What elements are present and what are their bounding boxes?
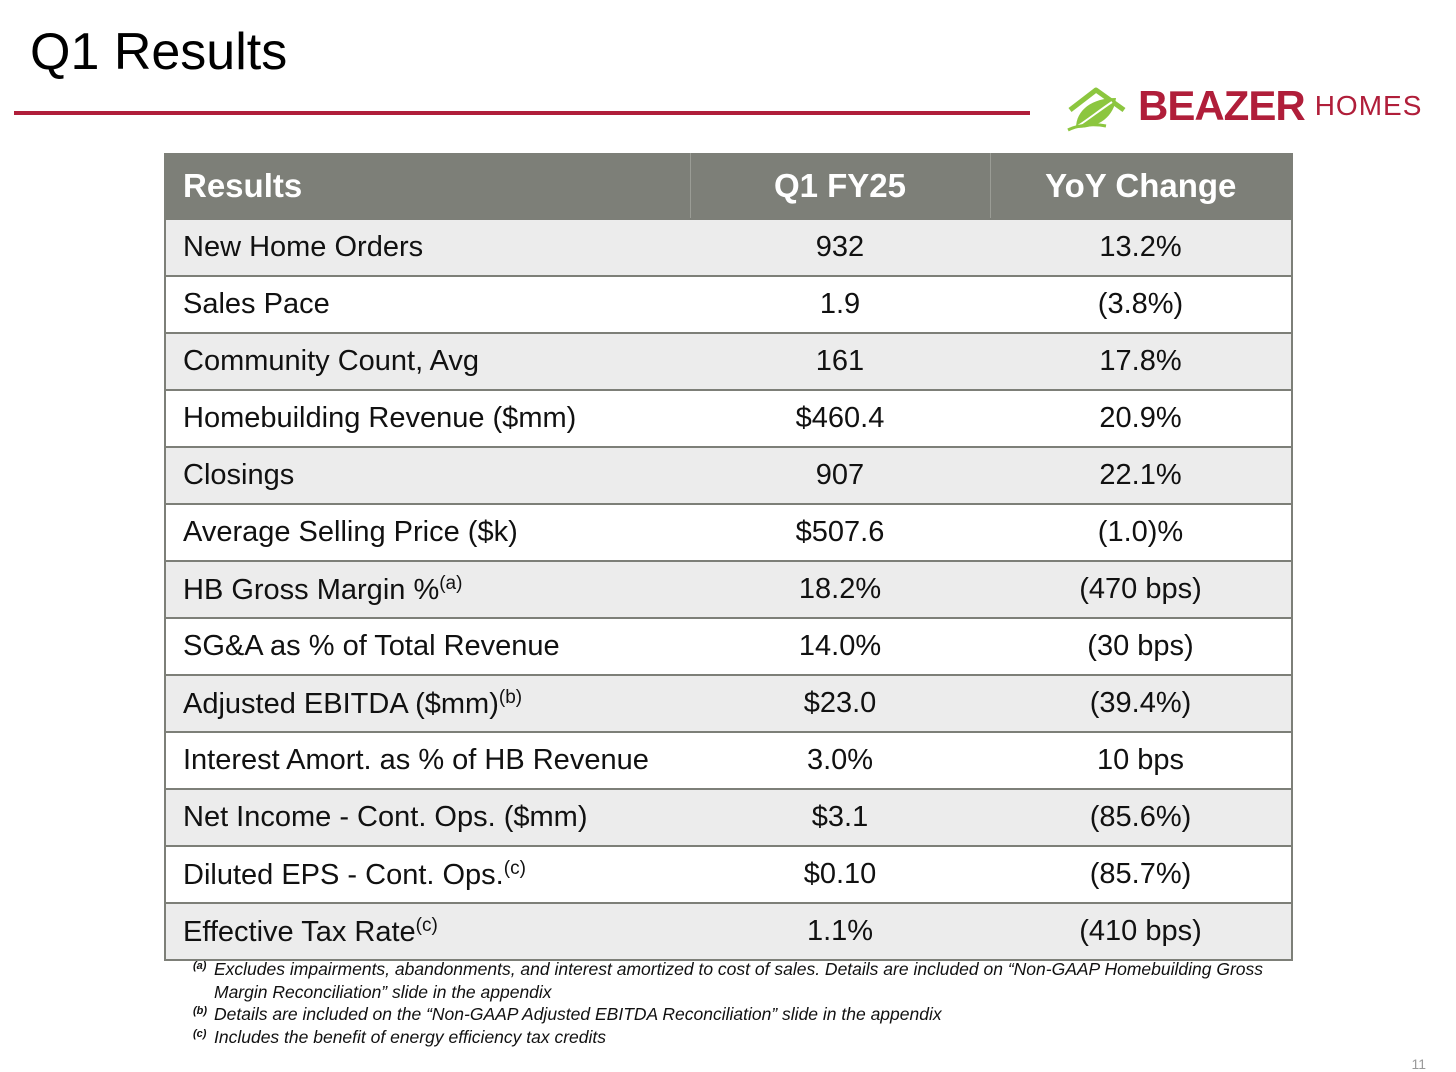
row-label-text: SG&A as % of Total Revenue — [183, 630, 560, 662]
table-row: HB Gross Margin %(a) 18.2% (470 bps) — [165, 560, 1292, 618]
yoy-change-value: 20.9% — [990, 389, 1292, 447]
footnote-reference: (b) — [498, 686, 523, 708]
row-label-text: Net Income - Cont. Ops. ($mm) — [183, 801, 588, 833]
row-label-text: Effective Tax Rate — [183, 915, 416, 948]
row-label: Homebuilding Revenue ($mm) — [165, 389, 690, 447]
yoy-change-value: (30 bps) — [990, 617, 1292, 675]
footnote-b: (b) Details are included on the “Non-GAA… — [193, 1003, 1263, 1026]
q1-fy25-value: 1.1% — [690, 902, 990, 960]
q1-fy25-value: $460.4 — [690, 389, 990, 447]
q1-fy25-value: $23.0 — [690, 674, 990, 732]
row-label: SG&A as % of Total Revenue — [165, 617, 690, 675]
row-label-text: Adjusted EBITDA ($mm) — [183, 687, 499, 720]
table-row: Effective Tax Rate(c) 1.1% (410 bps) — [165, 902, 1292, 960]
table-row: Diluted EPS - Cont. Ops.(c) $0.10 (85.7%) — [165, 845, 1292, 903]
yoy-change-value: (470 bps) — [990, 560, 1292, 618]
yoy-change-value: 10 bps — [990, 731, 1292, 789]
q1-fy25-value: 3.0% — [690, 731, 990, 789]
table-row: Homebuilding Revenue ($mm) $460.4 20.9% — [165, 389, 1292, 447]
q1-fy25-value: 907 — [690, 446, 990, 504]
q1-fy25-value: 1.9 — [690, 275, 990, 333]
yoy-change-value: (85.6%) — [990, 788, 1292, 846]
row-label: Closings — [165, 446, 690, 504]
row-label: New Home Orders — [165, 218, 690, 276]
table-header-row: Results Q1 FY25 YoY Change — [165, 153, 1293, 219]
footnote-reference: (c) — [415, 914, 438, 936]
results-table: Results Q1 FY25 YoY Change New Home Orde… — [164, 153, 1293, 961]
q1-fy25-value: 14.0% — [690, 617, 990, 675]
row-label: Interest Amort. as % of HB Revenue — [165, 731, 690, 789]
q1-fy25-value: $507.6 — [690, 503, 990, 561]
company-logo: BEAZER HOMES — [1066, 78, 1422, 134]
footnote-reference: (a) — [439, 572, 463, 594]
yoy-change-value: 13.2% — [990, 218, 1292, 276]
footnotes: (a) Excludes impairments, abandonments, … — [193, 958, 1263, 1048]
table-row: Interest Amort. as % of HB Revenue 3.0% 10… — [165, 731, 1292, 789]
page-title: Q1 Results — [30, 23, 288, 81]
footnote-mark: (b) — [193, 1005, 208, 1017]
row-label-text: Diluted EPS - Cont. Ops. — [183, 858, 504, 891]
q1-fy25-value: $3.1 — [690, 788, 990, 846]
column-header-yoy-change: YoY Change — [990, 153, 1293, 219]
row-label-text: HB Gross Margin % — [183, 573, 440, 606]
footnote-text: Excludes impairments, abandonments, and … — [214, 959, 1263, 1002]
footnote-mark: (a) — [193, 960, 207, 972]
q1-fy25-value: 18.2% — [690, 560, 990, 618]
table-row: Closings 907 22.1% — [165, 446, 1292, 504]
q1-fy25-value: 161 — [690, 332, 990, 390]
footnote-c: (c) Includes the benefit of energy effic… — [193, 1026, 1263, 1049]
row-label-text: Interest Amort. as % of HB Revenue — [183, 744, 649, 776]
table-row: Sales Pace 1.9 (3.8%) — [165, 275, 1292, 333]
table-row: SG&A as % of Total Revenue 14.0% (30 bps) — [165, 617, 1292, 675]
yoy-change-value: (39.4%) — [990, 674, 1292, 732]
row-label: Adjusted EBITDA ($mm)(b) — [165, 674, 690, 732]
footnote-mark: (c) — [193, 1027, 207, 1040]
yoy-change-value: (3.8%) — [990, 275, 1292, 333]
yoy-change-value: 22.1% — [990, 446, 1292, 504]
yoy-change-value: (410 bps) — [990, 902, 1292, 960]
page-number: 11 — [1411, 1056, 1426, 1072]
yoy-change-value: 17.8% — [990, 332, 1292, 390]
column-header-results: Results — [165, 153, 691, 219]
footnote-reference: (c) — [503, 857, 526, 879]
row-label-text: Sales Pace — [183, 288, 330, 320]
row-label: Net Income - Cont. Ops. ($mm) — [165, 788, 690, 846]
q1-fy25-value: $0.10 — [690, 845, 990, 903]
row-label: HB Gross Margin %(a) — [165, 560, 690, 618]
row-label-text: Closings — [183, 459, 295, 491]
row-label: Diluted EPS - Cont. Ops.(c) — [165, 845, 690, 903]
row-label-text: New Home Orders — [183, 231, 424, 263]
row-label: Sales Pace — [165, 275, 690, 333]
table-row: Adjusted EBITDA ($mm)(b) $23.0 (39.4%) — [165, 674, 1292, 732]
table-row: Net Income - Cont. Ops. ($mm) $3.1 (85.6%) — [165, 788, 1292, 846]
table-row: New Home Orders 932 13.2% — [165, 218, 1292, 276]
row-label-text: Average Selling Price ($k) — [183, 516, 518, 548]
footnote-text: Includes the benefit of energy efficienc… — [214, 1026, 607, 1047]
yoy-change-value: (1.0)% — [990, 503, 1292, 561]
table-row: Community Count, Avg 161 17.8% — [165, 332, 1292, 390]
leaf-house-icon — [1066, 80, 1130, 132]
row-label: Effective Tax Rate(c) — [165, 902, 690, 960]
logo-brand: BEAZER — [1138, 82, 1306, 129]
row-label: Community Count, Avg — [165, 332, 690, 390]
column-header-q1-fy25: Q1 FY25 — [690, 153, 991, 219]
row-label-text: Community Count, Avg — [183, 345, 480, 377]
table-row: Average Selling Price ($k) $507.6 (1.0)% — [165, 503, 1292, 561]
logo-brand-sub: HOMES — [1314, 90, 1423, 121]
footnote-a: (a) Excludes impairments, abandonments, … — [193, 958, 1263, 1003]
q1-fy25-value: 932 — [690, 218, 990, 276]
title-divider — [14, 111, 1030, 115]
row-label-text: Homebuilding Revenue ($mm) — [183, 402, 577, 434]
row-label: Average Selling Price ($k) — [165, 503, 690, 561]
yoy-change-value: (85.7%) — [990, 845, 1292, 903]
footnote-text: Details are included on the “Non-GAAP Ad… — [214, 1004, 942, 1024]
